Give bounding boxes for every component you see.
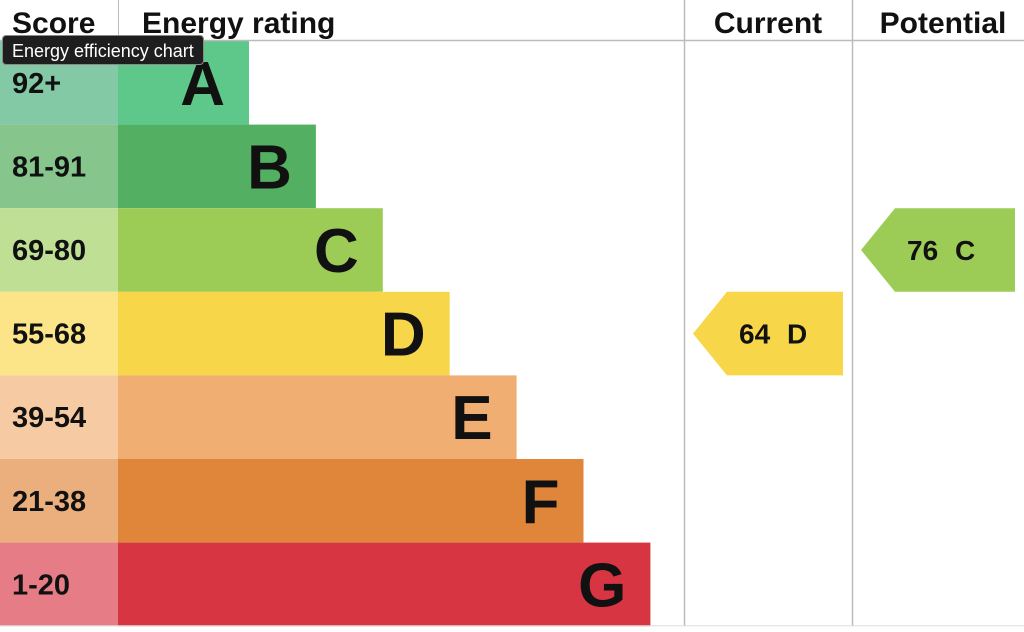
header-potential: Potential bbox=[880, 7, 1007, 40]
potential-rating-band: C bbox=[955, 235, 975, 266]
chart-tooltip: Energy efficiency chart bbox=[2, 35, 204, 65]
header-score: Score bbox=[12, 7, 95, 40]
header-energy-rating: Energy rating bbox=[142, 7, 335, 40]
rating-letter-g: G bbox=[578, 551, 626, 620]
score-cell-g bbox=[0, 542, 118, 627]
score-cell-e bbox=[0, 375, 118, 459]
score-range-f: 21-38 bbox=[12, 486, 86, 518]
score-cell-d bbox=[0, 291, 118, 376]
score-range-a: 92+ bbox=[12, 68, 61, 100]
score-cell-c bbox=[0, 208, 118, 292]
rating-bar-g bbox=[118, 542, 651, 627]
current-rating-value: 64 bbox=[739, 319, 771, 350]
potential-rating-value: 76 bbox=[907, 235, 938, 266]
rating-bar-c bbox=[118, 208, 383, 292]
rating-bar-d bbox=[118, 291, 450, 376]
rating-bar-b bbox=[118, 124, 316, 209]
score-range-g: 1-20 bbox=[12, 569, 70, 601]
rating-letter-e: E bbox=[451, 384, 492, 453]
header-current: Current bbox=[714, 7, 822, 40]
score-range-c: 69-80 bbox=[12, 235, 86, 267]
rating-bar-f bbox=[118, 459, 584, 543]
score-range-d: 55-68 bbox=[12, 319, 86, 351]
rating-letter-c: C bbox=[314, 217, 359, 286]
rating-letter-b: B bbox=[247, 133, 292, 202]
score-cell-f bbox=[0, 459, 118, 543]
potential-rating-arrow bbox=[861, 208, 1015, 292]
rating-letter-f: F bbox=[522, 468, 560, 537]
rating-letter-d: D bbox=[381, 301, 426, 370]
current-rating-arrow bbox=[693, 291, 843, 376]
score-range-e: 39-54 bbox=[12, 402, 86, 434]
rating-bar-e bbox=[118, 375, 517, 459]
current-rating-band: D bbox=[787, 319, 807, 350]
score-range-b: 81-91 bbox=[12, 151, 86, 183]
score-cell-b bbox=[0, 124, 118, 209]
